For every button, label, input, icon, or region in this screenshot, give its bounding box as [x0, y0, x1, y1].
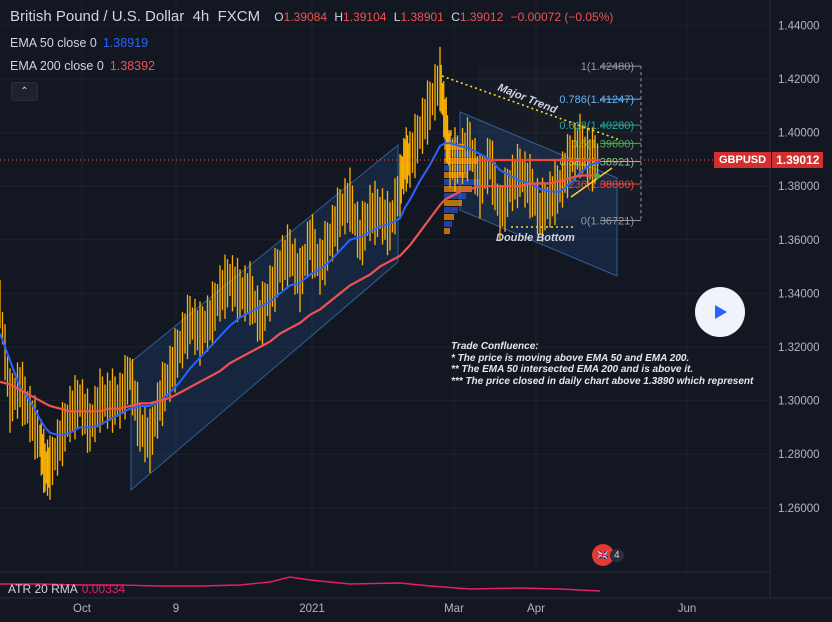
play-button[interactable] — [695, 287, 745, 337]
volume-profile-bar — [444, 158, 478, 164]
y-tick-label: 1.26000 — [778, 503, 820, 515]
volume-profile-bar — [444, 172, 468, 178]
grid — [0, 0, 770, 572]
confluence-line: *** The price closed in daily chart abov… — [451, 375, 754, 387]
low-value: 1.38901 — [400, 10, 444, 24]
fib-label: 1(1.42480) — [581, 61, 634, 73]
high-value: 1.39104 — [343, 10, 387, 24]
fib-label: 0.236(1.38080) — [559, 179, 634, 191]
volume-profile-bar — [444, 228, 450, 234]
ema50-line — [0, 142, 601, 437]
play-icon — [715, 305, 727, 319]
ema200-legend[interactable]: EMA 200 close 0 1.38392 — [10, 59, 155, 73]
volume-profile-bar — [444, 193, 466, 199]
projection-arrow — [570, 167, 613, 198]
collapse-legend-button[interactable]: ⌃ — [11, 82, 38, 101]
chart-header: British Pound / U.S. Dollar 4h FXCM O1.3… — [10, 8, 617, 25]
volume-profile-bar — [444, 165, 474, 171]
x-tick-label: Jun — [678, 603, 697, 615]
confluence-line: ** The EMA 50 intersected EMA 200 and is… — [451, 364, 694, 375]
y-tick-label: 1.40000 — [778, 128, 820, 140]
volume-profile-bar — [444, 144, 464, 150]
x-tick-label: Mar — [444, 603, 464, 615]
x-tick-label: Apr — [527, 603, 545, 615]
y-tick-label: 1.38000 — [778, 181, 820, 193]
ohlc-readout: O1.39084 H1.39104 L1.38901 C1.39012 −0.0… — [274, 10, 614, 24]
ema50-legend[interactable]: EMA 50 close 0 1.38919 — [10, 36, 149, 50]
confluence-title: Trade Confluence: — [451, 341, 539, 352]
y-tick-label: 1.30000 — [778, 396, 820, 408]
price-tag-value: 1.39012 — [772, 152, 824, 168]
major-trend-line — [441, 75, 621, 141]
price-tag-symbol: GBPUSD — [714, 152, 772, 168]
x-tick-label: Oct — [73, 603, 92, 615]
volume-profile-bar — [444, 207, 458, 213]
symbol-title[interactable]: British Pound / U.S. Dollar 4h FXCM — [10, 8, 261, 25]
fib-label: 0.786(1.41247) — [559, 94, 634, 106]
price-tag: GBPUSD 1.39012 — [714, 152, 824, 168]
open-value: 1.39084 — [283, 10, 328, 24]
change-value: −0.00072 (−0.05%) — [510, 10, 614, 24]
projection-marker — [594, 173, 600, 179]
x-tick-label: 2021 — [299, 603, 325, 615]
volume-profile-bar — [444, 137, 458, 143]
y-axis[interactable]: 1.44000 1.42000 1.40000 1.38000 1.36000 1.340… — [778, 20, 820, 514]
atr-legend[interactable]: ATR 20 RMA 0.00334 — [8, 582, 126, 596]
y-tick-label: 1.36000 — [778, 235, 820, 247]
x-axis[interactable]: Oct 9 2021 Mar Apr Jun — [73, 603, 696, 615]
flag-icon: 🇬🇧 — [592, 544, 614, 566]
ideas-count: 4 — [610, 548, 624, 562]
atr-line — [0, 576, 601, 592]
y-tick-label: 1.28000 — [778, 449, 820, 461]
volume-profile-bar — [444, 214, 454, 220]
double-bottom-label: Double Bottom — [496, 232, 575, 244]
drawings — [0, 75, 770, 228]
ideas-badge[interactable]: 🇬🇧 4 — [592, 543, 624, 567]
volume-profile-bar — [444, 186, 472, 192]
y-tick-label: 1.32000 — [778, 342, 820, 354]
volume-profile-bar — [444, 200, 462, 206]
confluence-line: * The price is moving above EMA 50 and E… — [451, 352, 690, 364]
volume-profile-bar — [444, 221, 452, 227]
y-tick-label: 1.34000 — [778, 288, 820, 300]
y-tick-label: 1.44000 — [778, 20, 820, 32]
trade-confluence-note: Trade Confluence: * The price is moving … — [451, 341, 753, 387]
x-tick-label: 9 — [173, 603, 179, 615]
y-tick-label: 1.42000 — [778, 74, 820, 86]
fib-label: 0(1.36721) — [581, 215, 634, 227]
close-value: 1.39012 — [459, 10, 504, 24]
atr-pane — [0, 571, 770, 592]
series-group — [0, 46, 601, 500]
ema200-line — [0, 174, 600, 413]
fib-label: 0.618(1.40280) — [559, 120, 634, 132]
fib-label: 0.5(1.39600) — [572, 138, 634, 150]
